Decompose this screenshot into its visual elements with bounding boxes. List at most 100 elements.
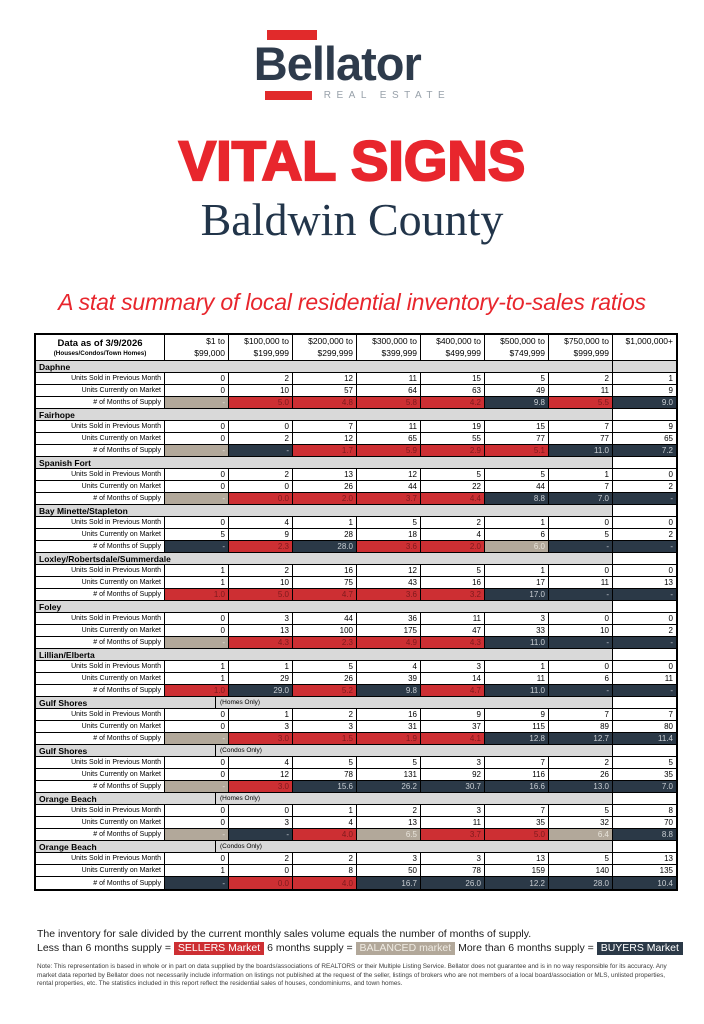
table-row: # of Months of Supply -3.0 15.6 26.2 30.7 16.… <box>36 781 676 793</box>
supply-cell: 12.8 <box>484 733 548 744</box>
section-sublabel: (Condos Only) <box>220 747 262 754</box>
value-cell: 77 <box>548 433 612 444</box>
value-cell: 2 <box>548 757 612 768</box>
value-cell: 43 <box>356 577 420 588</box>
supply-cell: 26.2 <box>356 781 420 792</box>
table-row: Units Currently on Market 0 3 4 13 11 35 32 70 <box>36 817 676 829</box>
value-cell: 3 <box>420 757 484 768</box>
supply-cell: 3.0 <box>228 733 292 744</box>
value-cell: 7 <box>484 757 548 768</box>
value-cell: 89 <box>548 721 612 732</box>
row-label: # of Months of Supply <box>93 879 161 887</box>
value-cell: 7 <box>548 421 612 432</box>
market-legend: Less than 6 months supply = SELLERS Mark… <box>37 942 683 955</box>
value-cell: 2 <box>612 625 676 636</box>
row-label: Units Currently on Market <box>81 531 161 538</box>
table-row: # of Months of Supply -2.3 28.0 3.6 2.0 6.0- - <box>36 541 676 553</box>
price-column-header: $500,000 to $749,999 <box>484 335 548 360</box>
value-cell: 15 <box>420 373 484 384</box>
sellers-market-chip: SELLERS Market <box>173 942 265 955</box>
value-cell: 7 <box>612 709 676 720</box>
value-cell: 12 <box>356 469 420 480</box>
value-cell: 0 <box>164 469 228 480</box>
table-row: Units Currently on Market 0 10 57 64 63 49 11 9 <box>36 385 676 397</box>
table-row: # of Months of Supply -0.0 2.0 3.7 4.4 8.8 7.0… <box>36 493 676 505</box>
value-cell: 3 <box>420 805 484 816</box>
logo-tagline: REAL ESTATE <box>323 89 451 101</box>
value-cell: 159 <box>484 865 548 876</box>
table-row: Units Currently on Market 1 29 26 39 14 11 6 11 <box>36 673 676 685</box>
value-cell: 16 <box>356 709 420 720</box>
value-cell: 3 <box>228 721 292 732</box>
supply-cell: 28.0 <box>548 877 612 889</box>
value-cell: 16 <box>292 565 356 576</box>
value-cell: 4 <box>228 517 292 528</box>
supply-cell: 3.0 <box>228 781 292 792</box>
value-cell: 0 <box>612 565 676 576</box>
supply-cell: 4.9 <box>356 637 420 648</box>
row-label: Units Currently on Market <box>81 771 161 778</box>
disclaimer-note: Note: This representation is based in wh… <box>37 963 667 988</box>
row-label: Units Currently on Market <box>81 819 161 826</box>
value-cell: 13 <box>612 577 676 588</box>
value-cell: 3 <box>292 721 356 732</box>
value-cell: 78 <box>292 769 356 780</box>
price-column-header: $300,000 to $399,999 <box>356 335 420 360</box>
supply-cell: 2.0 <box>420 541 484 552</box>
price-column-header: $400,000 to $499,999 <box>420 335 484 360</box>
value-cell: 0 <box>548 613 612 624</box>
supply-cell: - <box>164 877 228 889</box>
value-cell: 5 <box>356 517 420 528</box>
value-cell: 64 <box>356 385 420 396</box>
value-cell: 1 <box>612 373 676 384</box>
table-row: Units Currently on Market 0 13 100 175 47 33 10… <box>36 625 676 637</box>
price-column-header: $750,000 to $999,999 <box>548 335 612 360</box>
value-cell: 9 <box>612 385 676 396</box>
table-header-row: Data as of 3/9/2026 (Houses/Condos/Town … <box>36 335 676 361</box>
table-row: Units Currently on Market 5 9 28 18 4 6 5 2 <box>36 529 676 541</box>
value-cell: 2 <box>292 853 356 864</box>
section-name: Gulf Shores <box>36 697 216 708</box>
section-name: Orange Beach <box>36 841 216 852</box>
supply-cell: 3.7 <box>420 829 484 840</box>
table-body: Daphne Units Sold in Previous Month 0 2 12 11… <box>36 361 676 889</box>
supply-cell: 5.0 <box>228 397 292 408</box>
supply-cell: - <box>164 733 228 744</box>
value-cell: 1 <box>484 661 548 672</box>
value-cell: 0 <box>612 661 676 672</box>
supply-cell: 7.0 <box>612 781 676 792</box>
supply-cell: 4.1 <box>420 733 484 744</box>
section-band-main: Loxley/Robertsdale/Summerdale <box>36 553 612 564</box>
section-name: Foley <box>39 601 62 612</box>
value-cell: 9 <box>420 709 484 720</box>
table-row: # of Months of Supply -0.0 4.0 16.7 26.0 12.2… <box>36 877 676 889</box>
value-cell: 5 <box>420 469 484 480</box>
logo-red-bar-bottom <box>264 90 312 100</box>
row-label: Units Currently on Market <box>81 723 161 730</box>
value-cell: 3 <box>228 817 292 828</box>
supply-cell: 2.3 <box>228 541 292 552</box>
supply-cell: 30.7 <box>420 781 484 792</box>
value-cell: 80 <box>612 721 676 732</box>
supply-cell: 1.0 <box>164 685 228 696</box>
value-cell: 6 <box>548 673 612 684</box>
supply-cell: 3.6 <box>356 541 420 552</box>
section-name: Loxley/Robertsdale/Summerdale <box>39 553 171 564</box>
section-band-main: Orange Beach (Condos Only) <box>36 841 612 852</box>
section-band-main: Fairhope <box>36 409 612 420</box>
value-cell: 92 <box>420 769 484 780</box>
section-band: Gulf Shores (Homes Only) <box>36 697 676 709</box>
value-cell: 11 <box>548 385 612 396</box>
table-row: # of Months of Supply -4.3 2.3 4.9 4.3 11.0- - <box>36 637 676 649</box>
value-cell: 65 <box>356 433 420 444</box>
value-cell: 1 <box>164 673 228 684</box>
section-band: Spanish Fort <box>36 457 676 469</box>
section-band-last-cell <box>612 841 676 852</box>
supply-cell: - <box>164 397 228 408</box>
supply-cell: 4.7 <box>420 685 484 696</box>
value-cell: 4 <box>420 529 484 540</box>
supply-cell: 3.7 <box>356 493 420 504</box>
value-cell: 1 <box>228 709 292 720</box>
section-band: Loxley/Robertsdale/Summerdale <box>36 553 676 565</box>
value-cell: 55 <box>420 433 484 444</box>
